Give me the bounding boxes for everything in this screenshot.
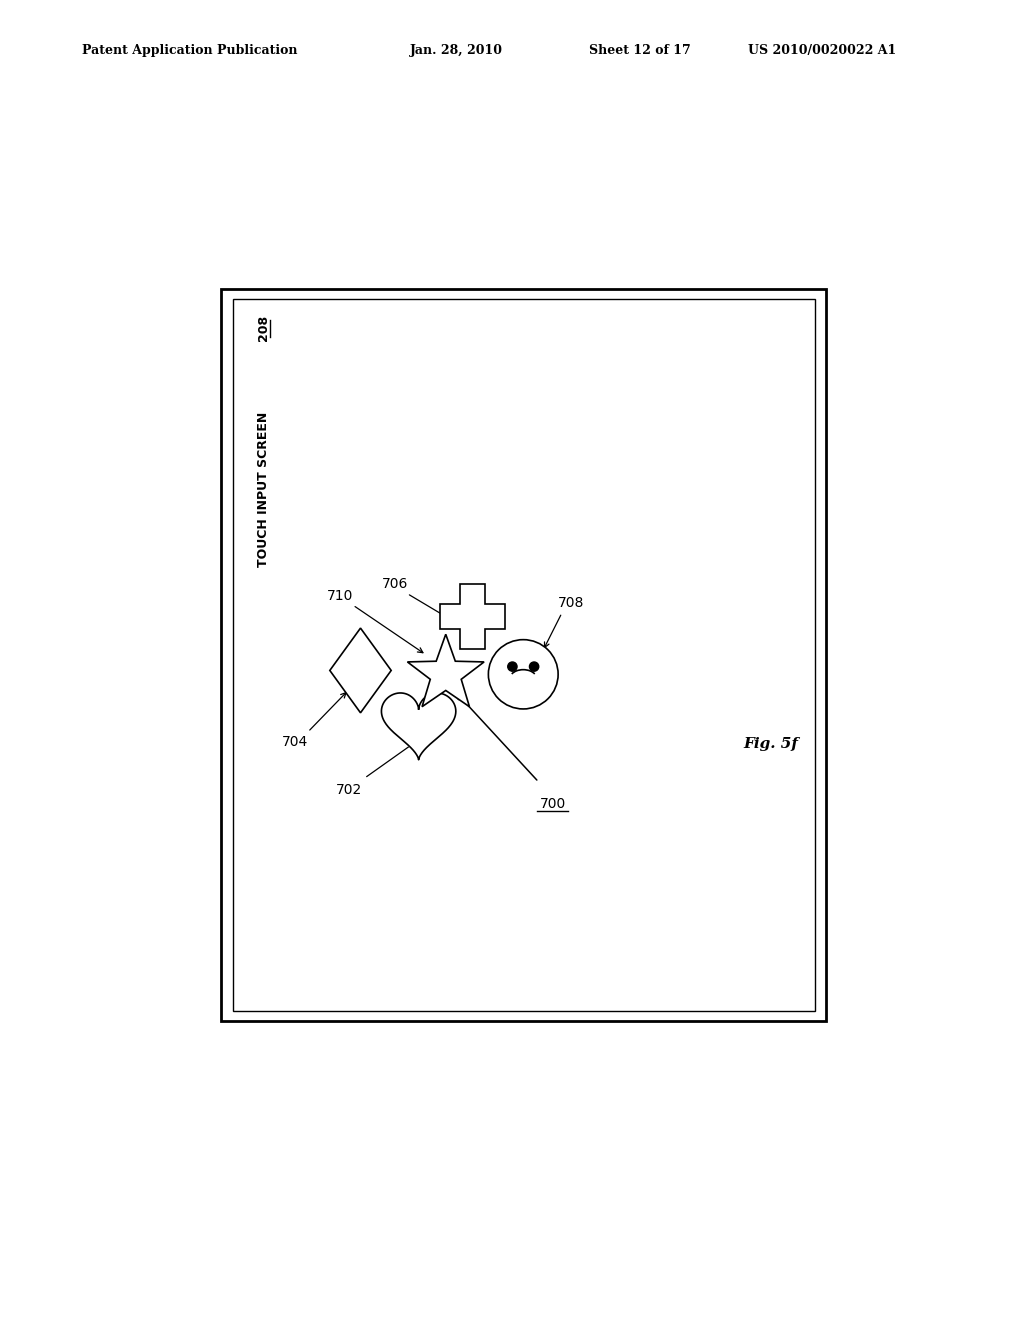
Text: Patent Application Publication: Patent Application Publication: [82, 44, 297, 57]
Text: US 2010/0020022 A1: US 2010/0020022 A1: [748, 44, 896, 57]
Polygon shape: [381, 693, 456, 760]
Polygon shape: [440, 585, 506, 649]
Circle shape: [529, 663, 539, 671]
Text: 710: 710: [327, 589, 353, 603]
Text: TOUCH INPUT SCREEN: TOUCH INPUT SCREEN: [257, 412, 270, 568]
Text: Fig. 5f: Fig. 5f: [743, 737, 799, 751]
Text: 700: 700: [540, 797, 566, 810]
Text: 706: 706: [382, 577, 409, 591]
Polygon shape: [408, 635, 484, 706]
Text: 208: 208: [257, 314, 270, 341]
Text: Sheet 12 of 17: Sheet 12 of 17: [589, 44, 690, 57]
Text: Jan. 28, 2010: Jan. 28, 2010: [410, 44, 503, 57]
Polygon shape: [330, 628, 391, 713]
Circle shape: [508, 663, 517, 671]
Text: 704: 704: [282, 735, 308, 748]
Bar: [221, 289, 825, 1020]
Text: 708: 708: [558, 595, 585, 610]
Text: 702: 702: [336, 783, 362, 797]
Bar: [232, 300, 815, 1011]
Circle shape: [488, 640, 558, 709]
